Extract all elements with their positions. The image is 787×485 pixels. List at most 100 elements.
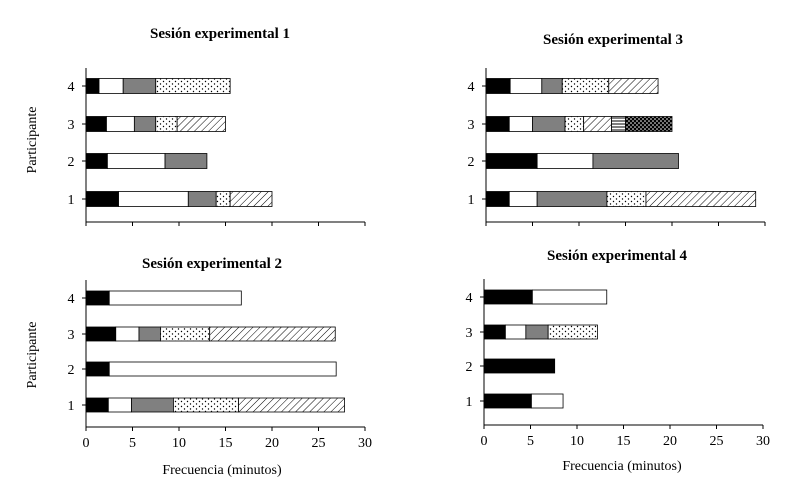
y-tick-label-4: 4 (468, 80, 475, 95)
bar-segment-p4-2-white (531, 289, 608, 305)
x-tick-label-15: 15 (219, 436, 233, 451)
bar-segment-p3-5-diagonal (583, 116, 612, 132)
x-tick-label-30: 30 (756, 434, 770, 449)
y-tick-label-1: 1 (466, 395, 473, 410)
bar-segment-p3-1-solid-black (85, 116, 107, 132)
bar-segment-p2-1-solid-black (483, 358, 556, 374)
y-tick-label-1: 1 (68, 193, 75, 208)
axes: 1 2 3 4 (68, 68, 366, 226)
panel-session-2: Sesión experimental 2 1 2 3 4 0 5 10 15 20 25 30 (68, 256, 373, 451)
y-tick-label-3: 3 (466, 326, 473, 341)
bar-segment-p2-2-white (106, 153, 166, 169)
axes: 1 2 3 4 (468, 68, 766, 226)
bar-segment-p3-5-diagonal (176, 116, 226, 132)
bars (485, 78, 757, 207)
bar-segment-p2-1-solid-black (485, 153, 538, 169)
bar-segment-p4-2-white (108, 290, 242, 306)
bar-segment-p3-4-dots (564, 116, 585, 132)
bar-segment-p1-3-gray (131, 397, 174, 413)
bar-segment-p4-1-solid-black (483, 289, 533, 305)
bar-segment-p1-2-white (531, 393, 564, 409)
x-tick-label-20: 20 (265, 436, 279, 451)
bar-segment-p3-4-dots (547, 324, 598, 340)
x-tick-label-10: 10 (172, 436, 186, 451)
bar-segment-p3-4-dots (159, 326, 211, 342)
bar-segment-p4-1-solid-black (85, 78, 100, 94)
panel-title: Sesión experimental 4 (547, 248, 687, 264)
bar-segment-p1-4-dots (606, 191, 647, 207)
bar-segment-p3-2-white (504, 324, 527, 340)
panel-session-1: Sesión experimental 1 1 2 3 4 (68, 26, 366, 226)
bar-segment-p3-1-solid-black (485, 116, 510, 132)
panel-title: Sesión experimental 1 (150, 26, 290, 42)
bar-segment-p1-5-diagonal (229, 191, 273, 207)
bar-segment-p2-1-solid-black (85, 361, 110, 377)
panel-session-3: Sesión experimental 3 1 2 3 4 (468, 32, 766, 226)
x-tick-label-0: 0 (83, 436, 90, 451)
bar-segment-p2-3-gray (592, 153, 679, 169)
y-tick-label-2: 2 (68, 363, 75, 378)
y-tick-label-3: 3 (68, 118, 75, 133)
bar-segment-p3-6-horizontal-lines (611, 116, 626, 132)
x-tick-label-30: 30 (358, 436, 372, 451)
x-tick-label-5: 5 (527, 434, 534, 449)
bar-segment-p2-2-white (108, 361, 337, 377)
panel-title: Sesión experimental 2 (142, 256, 282, 272)
bar-segment-p2-1-solid-black (85, 153, 108, 169)
bar-segment-p2-3-gray (164, 153, 208, 169)
x-tick-label-0: 0 (481, 434, 488, 449)
bar-segment-p3-2-white (115, 326, 140, 342)
y-tick-label-3: 3 (68, 328, 75, 343)
y-tick-label-4: 4 (68, 292, 75, 307)
x-tick-label-20: 20 (663, 434, 677, 449)
bar-segment-p1-2-white (508, 191, 538, 207)
bar-segment-p4-3-gray (541, 78, 563, 94)
bar-segment-p1-3-gray (187, 191, 217, 207)
bar-segment-p4-2-white (509, 78, 543, 94)
y-tick-label-1: 1 (68, 399, 75, 414)
x-tick-label-25: 25 (312, 436, 326, 451)
panel-title: Sesión experimental 3 (543, 32, 683, 48)
bar-segment-p1-5-diagonal (238, 397, 345, 413)
y-tick-label-2: 2 (468, 155, 475, 170)
bar-segment-p3-5-diagonal (209, 326, 336, 342)
bar-segment-p3-4-dots (155, 116, 178, 132)
x-tick-label-15: 15 (617, 434, 631, 449)
bar-segment-p3-1-solid-black (483, 324, 506, 340)
axes: 1 2 3 4 0 5 10 15 20 25 30 (466, 279, 770, 449)
bar-segment-p1-1-solid-black (85, 191, 119, 207)
bar-segment-p3-2-white (106, 116, 135, 132)
x-tick-label-5: 5 (129, 436, 136, 451)
bar-segment-p3-3-gray (138, 326, 161, 342)
panel-session-4: Sesión experimental 4 1 2 3 4 0 5 10 15 20 25 30 (466, 248, 771, 449)
y-axis-title-top: Participante (25, 107, 40, 174)
bar-segment-p4-3-gray (122, 78, 157, 94)
y-tick-label-2: 2 (68, 155, 75, 170)
bar-segment-p1-1-solid-black (485, 191, 510, 207)
x-tick-label-10: 10 (570, 434, 584, 449)
bar-segment-p3-3-gray (133, 116, 157, 132)
bar-segment-p1-2-white (118, 191, 189, 207)
bar-segment-p1-2-white (107, 397, 132, 413)
bar-segment-p4-5-diagonal (608, 78, 659, 94)
bar-segment-p1-3-gray (536, 191, 608, 207)
y-tick-label-2: 2 (466, 360, 473, 375)
y-tick-label-1: 1 (468, 193, 475, 208)
bar-segment-p1-4-dots (173, 397, 239, 413)
bar-segment-p2-2-white (536, 153, 594, 169)
bar-segment-p3-1-solid-black (85, 326, 117, 342)
bar-segment-p3-3-gray (525, 324, 549, 340)
x-tick-label-25: 25 (710, 434, 724, 449)
bar-segment-p1-4-dots (215, 191, 231, 207)
y-tick-label-4: 4 (68, 80, 75, 95)
bars (85, 290, 345, 413)
x-axis-title-right: Frecuencia (minutos) (562, 459, 682, 474)
bar-segment-p1-1-solid-black (483, 393, 532, 409)
bar-segment-p4-2-white (98, 78, 124, 94)
y-tick-label-3: 3 (468, 118, 475, 133)
bar-segment-p4-1-solid-black (85, 290, 110, 306)
bar-segment-p1-1-solid-black (85, 397, 109, 413)
bars (85, 78, 273, 207)
y-axis-title-bottom: Participante (25, 322, 40, 389)
